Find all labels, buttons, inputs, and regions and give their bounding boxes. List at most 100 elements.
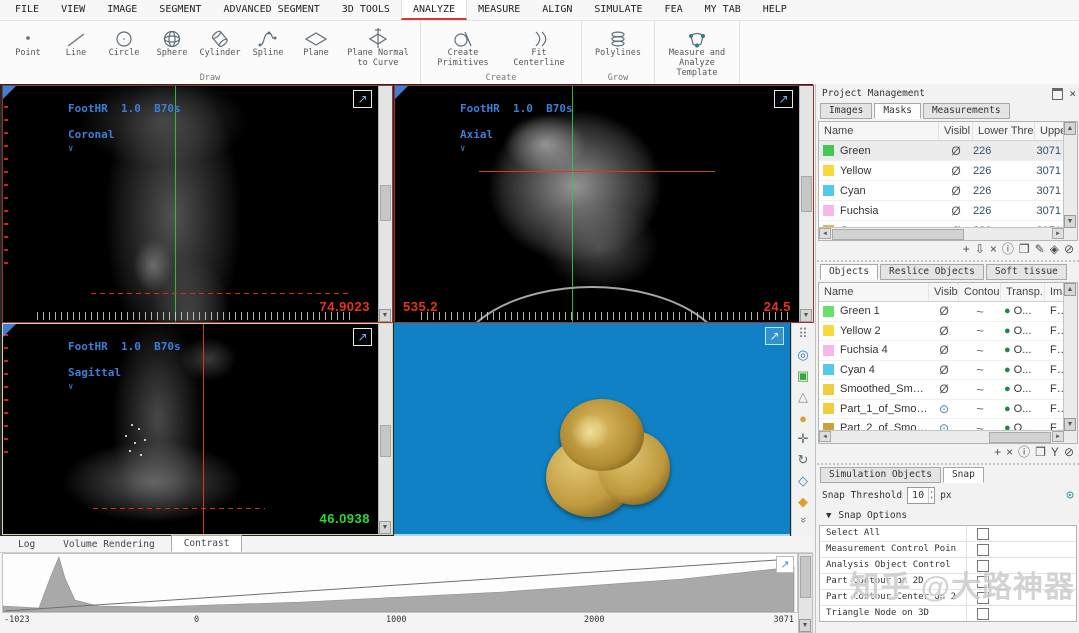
table-scrollbar-vertical[interactable]: ▲ ▼ [1063, 283, 1077, 443]
object-row[interactable]: Smoothed_Smooth... Ø ~ ●O... Foo [819, 380, 1077, 400]
tab-snap[interactable]: Snap [942, 467, 984, 483]
col-upper-threshold[interactable]: Upper [1035, 122, 1066, 140]
color-swatch[interactable] [823, 205, 834, 216]
tool-circle[interactable]: Circle [100, 22, 148, 72]
table-scrollbar-vertical[interactable]: ▲ ▼ [1063, 122, 1077, 240]
visibility-icon[interactable]: Ø [939, 304, 949, 319]
contour-icon[interactable]: ~ [976, 381, 984, 397]
scroll-right-icon[interactable]: ► [1052, 431, 1064, 442]
contour-icon[interactable]: ~ [976, 401, 984, 417]
tool-point[interactable]: Point [4, 22, 52, 72]
expand-icon[interactable]: ↗ [776, 556, 794, 573]
col-visible[interactable]: Visibl [929, 283, 959, 301]
tab-measurements[interactable]: Measurements [922, 103, 1010, 119]
tab-log[interactable]: Log [18, 539, 36, 550]
delete-mask-icon[interactable]: × [989, 242, 997, 256]
tool-measure-analyze-template[interactable]: Measure and Analyze Template [659, 22, 735, 78]
visibility-icon[interactable]: Ø [951, 183, 961, 198]
menu-align[interactable]: ALIGN [542, 4, 573, 15]
tool-plane[interactable]: Plane [292, 22, 340, 72]
calculate-3d-icon[interactable]: ◈ [1049, 242, 1059, 256]
tab-images[interactable]: Images [820, 103, 873, 119]
tool-fit-centerline[interactable]: Fit Centerline [501, 22, 577, 72]
close-icon[interactable]: × [1069, 86, 1076, 100]
tool-polylines[interactable]: Polylines [586, 22, 650, 72]
col-name[interactable]: Name [819, 122, 939, 140]
checkbox[interactable] [977, 607, 989, 620]
expand-icon[interactable]: ↗ [774, 90, 793, 108]
mask-row-yellow[interactable]: Yellow Ø 226 3071 [819, 161, 1077, 181]
plane-label[interactable]: Coronal [67, 128, 115, 141]
duplicate-object-icon[interactable]: ❐ [1035, 445, 1046, 459]
tab-objects[interactable]: Objects [820, 264, 879, 280]
snap-threshold-stepper[interactable]: 10 ▴ ▾ [907, 486, 936, 504]
snap-option-row[interactable]: Measurement Control Poin [820, 542, 1076, 558]
contour-icon[interactable]: ~ [976, 303, 984, 319]
visibility-icon[interactable]: Ø [951, 163, 961, 178]
viewport-scrollbar[interactable]: ▼ [799, 86, 813, 322]
menu-image[interactable]: IMAGE [107, 4, 138, 15]
mask-row-fuchsia[interactable]: Fuchsia Ø 226 3071 [819, 201, 1077, 221]
snap-threshold-value[interactable]: 10 [912, 489, 925, 501]
object-row[interactable]: Cyan 4 Ø ~ ●O... Foo [819, 361, 1077, 380]
tab-soft-tissue[interactable]: Soft tissue [985, 264, 1067, 280]
col-transparency[interactable]: Transp. [1001, 283, 1045, 301]
viewport-scrollbar[interactable]: ▼ [378, 86, 392, 322]
visibility-icon[interactable]: Ø [939, 362, 949, 377]
visibility-icon[interactable]: Ø [939, 382, 949, 397]
reslice-icon[interactable]: ◎ [797, 347, 809, 362]
scroll-down-icon[interactable]: ▼ [1064, 418, 1076, 431]
color-swatch[interactable] [823, 305, 834, 317]
transparency-dot-icon[interactable]: ● [1004, 383, 1011, 396]
col-visible[interactable]: Visibl [939, 122, 973, 140]
menu-my-tab[interactable]: MY TAB [704, 4, 741, 15]
import-mask-icon[interactable]: ⇩ [974, 242, 985, 256]
plane-label[interactable]: Sagittal [67, 366, 121, 379]
object-axes-icon[interactable]: ◆ [798, 494, 808, 509]
snap-visibility-icon[interactable]: ⊙ [1066, 487, 1074, 503]
color-swatch[interactable] [823, 145, 834, 156]
transparency-dot-icon[interactable]: ● [1004, 402, 1011, 415]
bottom-scrollbar[interactable]: ▼ [798, 553, 813, 633]
tab-masks[interactable]: Masks [874, 103, 921, 119]
tool-create-primitives[interactable]: Create Primitives [425, 22, 501, 72]
contour-icon[interactable]: ~ [976, 362, 984, 378]
tool-line[interactable]: Line [52, 22, 100, 72]
boolean-object-icon[interactable]: ⊘ [1063, 445, 1074, 459]
color-swatch[interactable] [823, 364, 834, 376]
add-mask-icon[interactable]: + [962, 242, 970, 256]
menu-segment[interactable]: SEGMENT [159, 4, 202, 15]
checkbox[interactable] [977, 591, 989, 604]
menu-fea[interactable]: FEA [664, 4, 683, 15]
duplicate-mask-icon[interactable]: ❐ [1018, 242, 1030, 256]
checkbox[interactable] [977, 559, 989, 572]
contour-icon[interactable]: ~ [976, 342, 984, 358]
snap-options-header[interactable]: ▼ Snap Options [816, 506, 1079, 524]
transparency-dot-icon[interactable]: ● [1004, 305, 1011, 318]
tab-reslice-objects[interactable]: Reslice Objects [880, 264, 984, 280]
mesh-icon[interactable]: △ [798, 389, 808, 404]
chevron-down-icon[interactable]: » [797, 516, 809, 524]
boolean-icon[interactable]: ⊘ [1063, 242, 1074, 256]
scroll-left-icon[interactable]: ◄ [819, 228, 831, 239]
color-swatch[interactable] [823, 344, 834, 356]
tool-cylinder[interactable]: Cylinder [196, 22, 244, 72]
object-row[interactable]: Fuchsia 4 Ø ~ ●O... Foo [819, 341, 1077, 361]
tool-spline[interactable]: Spline [244, 22, 292, 72]
object-row[interactable]: Green 1 Ø ~ ●O... Foo [819, 302, 1077, 322]
cube-icon[interactable]: ◇ [798, 473, 808, 488]
tab-contrast[interactable]: Contrast [170, 535, 243, 552]
add-object-icon[interactable]: + [994, 445, 1002, 459]
contour-icon[interactable]: ~ [976, 420, 984, 436]
snap-option-row[interactable]: Select All [820, 526, 1076, 542]
viewport-sagittal[interactable]: FootHR 1.0 B70s Sagittal ∨ ↗ 46.0938 ▼ [2, 323, 393, 535]
expand-icon[interactable]: ↗ [765, 327, 784, 345]
mask-row-green[interactable]: Green Ø 226 3071 [819, 141, 1077, 161]
scroll-up-icon[interactable]: ▲ [1064, 283, 1076, 296]
scroll-down-icon[interactable]: ▼ [800, 309, 812, 322]
scroll-right-icon[interactable]: ► [1052, 228, 1064, 239]
viewport-3d[interactable]: ↗ [394, 323, 790, 536]
color-swatch[interactable] [823, 165, 834, 176]
transparency-dot-icon[interactable]: ● [1004, 344, 1011, 357]
visibility-icon[interactable]: Ø [939, 343, 949, 358]
